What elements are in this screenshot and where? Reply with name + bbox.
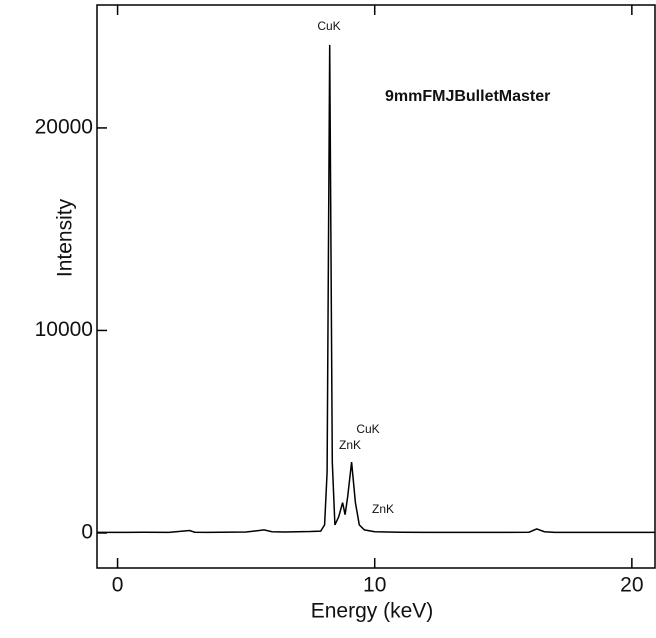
annotation: CuK [317,19,340,33]
y-tick-label: 0 [81,521,93,544]
spectrum-line [97,44,655,534]
x-tick-label: 10 [363,574,386,597]
plot-frame [96,4,656,569]
annotation: ZnK [372,502,394,516]
annotation: 9mmFMJBulletMaster [385,88,550,105]
annotation: ZnK [339,438,361,452]
y-tick-label: 10000 [35,318,93,341]
x-tick-label: 20 [620,574,643,597]
annotation: CuK [356,422,379,436]
y-axis-title: Intensity [54,198,77,277]
x-tick-label: 0 [112,574,124,597]
y-tick-label: 20000 [35,115,93,138]
x-axis-title: Energy (keV) [311,600,434,623]
